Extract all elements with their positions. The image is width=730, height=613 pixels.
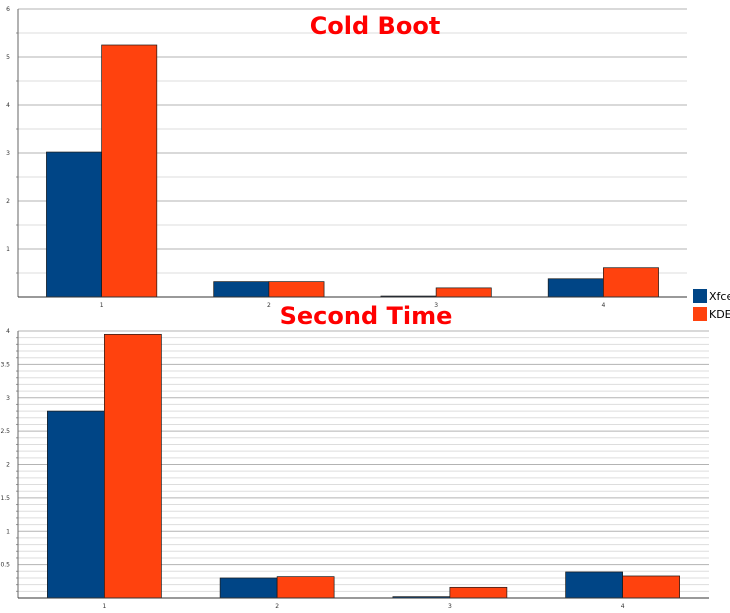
bar-kde-4	[603, 267, 659, 298]
y-tick-label: 1.5	[0, 495, 10, 502]
bar-xfce-2	[213, 281, 270, 298]
x-tick-label: 1	[100, 302, 104, 309]
x-tick-label: 3	[434, 302, 438, 309]
legend-label-xfce: Xfce	[709, 290, 730, 303]
bar-kde-4	[622, 575, 680, 599]
y-tick-label: 4	[6, 328, 10, 335]
x-tick-label: 2	[275, 603, 279, 610]
x-tick-label: 1	[102, 603, 106, 610]
bar-xfce-4	[565, 571, 623, 599]
y-tick-label: 1	[6, 528, 10, 535]
bar-kde-2	[276, 576, 335, 599]
bar-kde-3	[435, 287, 492, 298]
y-tick-label: 2	[6, 198, 10, 205]
x-tick-label: 3	[448, 603, 452, 610]
chart-title: Second Time	[280, 302, 453, 330]
legend-label-kde: KDE	[709, 308, 730, 321]
bar-kde-2	[268, 281, 325, 298]
second-time-chart: 0.5 1 1.5 2 2.5 3 3.5 4 1 2 3 4 Second Time	[0, 302, 709, 610]
y-tick-label: 3	[6, 150, 10, 157]
x-tick-label: 4	[621, 603, 625, 610]
legend-swatch-kde	[693, 307, 707, 321]
y-tick-label: 5	[6, 54, 10, 61]
y-tick-label: 4	[6, 102, 10, 109]
x-tick-label: 2	[267, 302, 271, 309]
bar-xfce-1	[47, 410, 105, 599]
bar-xfce-4	[547, 278, 604, 298]
chart-title: Cold Boot	[310, 12, 441, 40]
y-tick-label: 2.5	[0, 428, 10, 435]
y-tick-label: 6	[6, 6, 10, 13]
bar-kde-1	[104, 333, 162, 599]
bar-xfce-1	[46, 151, 102, 298]
y-tick-label: 2	[6, 462, 10, 469]
bar-kde-3	[449, 586, 508, 599]
legend-swatch-xfce	[693, 289, 707, 303]
x-tick-label: 4	[601, 302, 605, 309]
y-tick-label: 3	[6, 395, 10, 402]
y-tick-label: 3.5	[0, 361, 10, 368]
bar-kde-1	[101, 44, 158, 298]
bar-xfce-2	[219, 577, 278, 599]
y-tick-label: 0.5	[0, 562, 10, 569]
y-tick-label: 1	[6, 246, 10, 253]
legend: Xfce KDE	[693, 289, 730, 321]
cold-boot-chart: 1 2 3 4 5 6 1 2 3 4 Cold Boot	[6, 6, 687, 309]
